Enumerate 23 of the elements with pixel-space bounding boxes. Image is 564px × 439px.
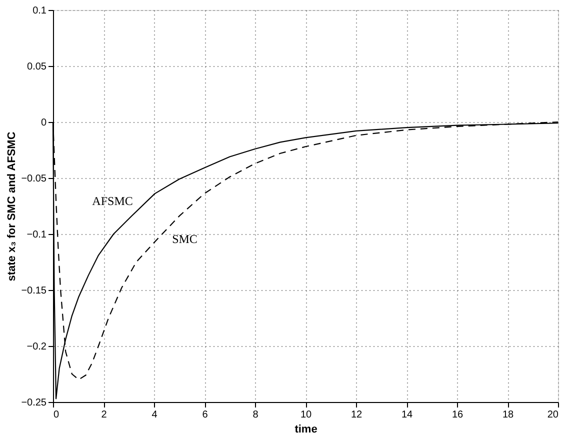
x-tick-label: 8: [252, 410, 259, 420]
y-tick-label: −0.25: [21, 398, 47, 408]
y-tick-label: −0.2: [26, 342, 47, 352]
y-tick-label: −0.05: [21, 174, 47, 184]
series-label: AFSMC: [92, 194, 133, 208]
x-axis-title: time: [294, 424, 318, 436]
x-tick-label: 18: [502, 410, 514, 420]
x-tick-label: 16: [452, 410, 464, 420]
x-tick-label: 14: [401, 410, 413, 420]
y-tick-label: −0.1: [26, 230, 47, 240]
x-tick-label: 2: [101, 410, 108, 420]
x-tick-label: 4: [152, 410, 158, 420]
x-tick-label: 12: [350, 410, 362, 420]
x-tick-label: 20: [547, 410, 559, 420]
y-axis-title: state x₃ for SMC and AFSMC: [6, 132, 18, 282]
x-tick-label: 0: [54, 410, 60, 420]
series-label: SMC: [172, 232, 198, 246]
y-tick-label: −0.15: [21, 286, 47, 296]
y-tick-label: 0.1: [32, 6, 47, 16]
x-tick-label: 10: [300, 410, 312, 420]
x-tick-label: 6: [202, 410, 208, 420]
y-tick-label: 0.05: [27, 62, 47, 72]
y-tick-label: 0: [40, 118, 47, 128]
